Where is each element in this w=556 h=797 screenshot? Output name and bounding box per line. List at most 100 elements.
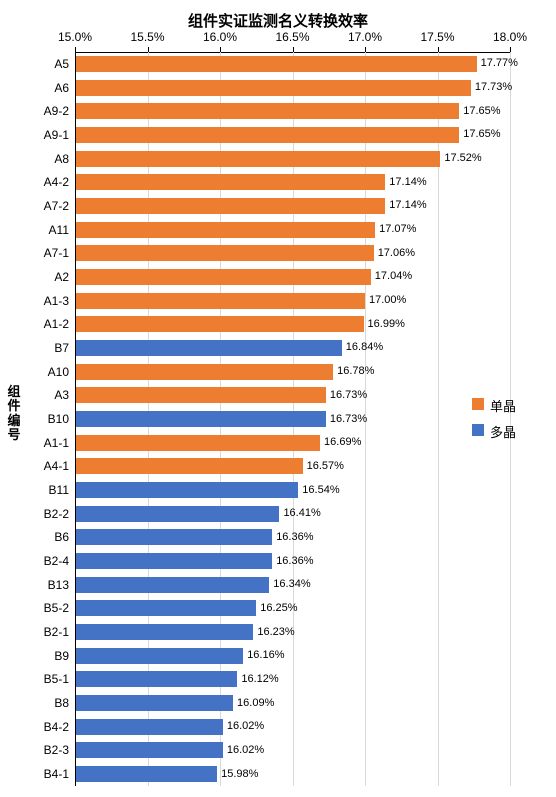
x-tick-mark [148,47,149,52]
bar-A8 [76,151,440,167]
x-tick-label: 15.0% [58,30,92,44]
bar-B5-1 [76,671,237,687]
x-tick-mark [220,47,221,52]
bar-id-label: A5 [9,57,69,71]
bar-value-label: 17.14% [389,176,426,188]
bar-id-label: A1-2 [9,317,69,331]
x-tick-mark [438,47,439,52]
bar-A1-1 [76,435,320,451]
x-tick-label: 16.0% [203,30,237,44]
bar-A7-1 [76,245,374,261]
bar-id-label: B8 [9,696,69,710]
x-tick-label: 15.5% [130,30,164,44]
x-tick-mark [365,47,366,52]
bar-value-label: 17.73% [475,81,512,93]
y-axis-label: 组件编号 [4,385,24,442]
bar-id-label: B5-1 [9,672,69,686]
bar-A10 [76,364,333,380]
bar-B2-2 [76,506,279,522]
bar-value-label: 16.09% [237,697,274,709]
bar-id-label: B4-1 [9,767,69,781]
bar-value-label: 16.57% [307,460,344,472]
bar-value-label: 17.52% [444,152,481,164]
x-tick-label: 18.0% [493,30,527,44]
bar-value-label: 16.84% [346,341,383,353]
bar-id-label: A7-1 [9,246,69,260]
bar-value-label: 16.99% [368,318,405,330]
bar-value-label: 17.07% [379,223,416,235]
bar-value-label: 16.23% [257,626,294,638]
bar-value-label: 17.65% [463,128,500,140]
bar-B9 [76,648,243,664]
bar-id-label: B2-2 [9,507,69,521]
bar-id-label: B2-3 [9,743,69,757]
bar-value-label: 17.06% [378,247,415,259]
bar-id-label: A6 [9,81,69,95]
bar-value-label: 17.77% [481,57,518,69]
bar-id-label: B11 [9,483,69,497]
bar-A6 [76,80,471,96]
bar-id-label: B5-2 [9,601,69,615]
bar-value-label: 16.41% [283,507,320,519]
bar-value-label: 16.36% [276,555,313,567]
legend-patch-mono [472,398,484,410]
bar-value-label: 16.02% [227,720,264,732]
bar-id-label: A2 [9,270,69,284]
bar-value-label: 16.02% [227,744,264,756]
x-tick-label: 17.5% [420,30,454,44]
bar-B7 [76,340,342,356]
chart-title: 组件实证监测名义转换效率 [0,10,556,31]
bar-id-label: B13 [9,578,69,592]
bar-value-label: 16.12% [241,673,278,685]
x-tick-mark [75,47,76,52]
bar-value-label: 17.14% [389,199,426,211]
gridline [510,52,511,786]
bar-B6 [76,529,272,545]
bar-id-label: A1-3 [9,294,69,308]
bar-A11 [76,222,375,238]
bar-A9-2 [76,103,459,119]
bar-B13 [76,577,269,593]
bar-value-label: 16.69% [324,436,361,448]
bar-A7-2 [76,198,385,214]
bar-B2-3 [76,742,223,758]
bar-value-label: 17.65% [463,105,500,117]
bar-id-label: B7 [9,341,69,355]
bar-A5 [76,56,477,72]
bar-value-label: 16.34% [273,578,310,590]
bar-id-label: B6 [9,530,69,544]
bar-value-label: 16.16% [247,649,284,661]
bar-id-label: B9 [9,649,69,663]
bar-value-label: 16.54% [302,484,339,496]
bar-B4-2 [76,719,223,735]
bar-id-label: A4-1 [9,459,69,473]
x-tick-mark [293,47,294,52]
bar-id-label: A9-2 [9,104,69,118]
bar-A4-1 [76,458,303,474]
bar-value-label: 16.73% [330,389,367,401]
bar-A1-3 [76,293,365,309]
bar-id-label: A4-2 [9,175,69,189]
x-tick-mark [510,47,511,52]
x-tick-label: 17.0% [348,30,382,44]
bar-id-label: A11 [9,223,69,237]
bar-value-label: 17.00% [369,294,406,306]
bar-A2 [76,269,371,285]
bar-id-label: A8 [9,152,69,166]
bar-A3 [76,387,326,403]
legend-patch-poly [472,424,484,436]
x-tick-label: 16.5% [275,30,309,44]
bar-A9-1 [76,127,459,143]
bar-id-label: A9-1 [9,128,69,142]
bar-id-label: A10 [9,365,69,379]
bar-value-label: 16.73% [330,413,367,425]
bar-B5-2 [76,600,256,616]
legend-label-mono: 单晶 [490,396,516,415]
bar-id-label: B4-2 [9,720,69,734]
bar-value-label: 16.78% [337,365,374,377]
bar-B11 [76,482,298,498]
bar-B2-4 [76,553,272,569]
bar-A4-2 [76,174,385,190]
bar-B8 [76,695,233,711]
bar-B2-1 [76,624,253,640]
